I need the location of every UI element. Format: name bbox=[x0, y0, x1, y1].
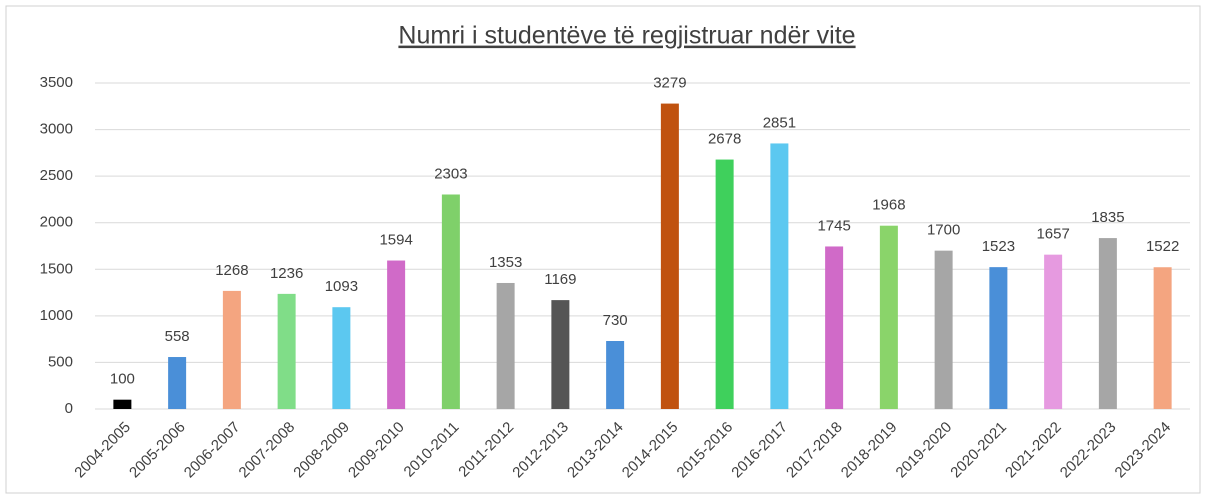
bar bbox=[606, 341, 625, 409]
value-label: 730 bbox=[603, 312, 628, 329]
bar bbox=[168, 357, 187, 409]
y-tick-label: 2000 bbox=[40, 214, 73, 231]
bar bbox=[222, 290, 241, 409]
y-tick-label: 1000 bbox=[40, 307, 73, 324]
value-label: 1594 bbox=[379, 231, 412, 248]
value-label: 1745 bbox=[817, 217, 850, 234]
value-label: 100 bbox=[110, 371, 135, 388]
value-label: 1835 bbox=[1091, 209, 1124, 226]
value-label: 558 bbox=[165, 328, 190, 345]
bar bbox=[989, 267, 1008, 409]
value-label: 1268 bbox=[215, 262, 248, 279]
y-tick-label: 500 bbox=[48, 353, 73, 370]
bar bbox=[551, 300, 570, 409]
value-label: 2851 bbox=[763, 114, 796, 131]
y-tick-label: 0 bbox=[65, 400, 73, 417]
y-tick-label: 3500 bbox=[40, 74, 73, 91]
bar bbox=[1098, 238, 1117, 409]
value-label: 1968 bbox=[872, 197, 905, 214]
value-label: 1522 bbox=[1146, 238, 1179, 255]
bar bbox=[496, 282, 515, 409]
y-tick-label: 2500 bbox=[40, 167, 73, 184]
value-label: 1657 bbox=[1036, 226, 1069, 243]
chart-title: Numri i studentëve të regjistruar ndër v… bbox=[398, 22, 855, 50]
y-tick-label: 1500 bbox=[40, 260, 73, 277]
bar bbox=[1153, 267, 1172, 409]
bar bbox=[387, 260, 406, 409]
bar bbox=[277, 293, 296, 409]
value-label: 1236 bbox=[270, 265, 303, 282]
bar bbox=[441, 194, 460, 409]
value-label: 1523 bbox=[982, 238, 1015, 255]
value-label: 1353 bbox=[489, 254, 522, 271]
bar bbox=[1044, 254, 1063, 409]
bar bbox=[660, 103, 679, 410]
bar bbox=[715, 159, 734, 409]
value-label: 1700 bbox=[927, 222, 960, 239]
value-label: 1093 bbox=[325, 278, 358, 295]
bar bbox=[113, 399, 132, 409]
value-label: 2678 bbox=[708, 131, 741, 148]
value-label: 3279 bbox=[653, 75, 686, 92]
value-label: 1169 bbox=[544, 271, 576, 288]
bar bbox=[332, 307, 351, 409]
value-label: 2303 bbox=[434, 165, 467, 182]
bar bbox=[825, 246, 844, 409]
bar bbox=[934, 250, 953, 409]
bar bbox=[879, 225, 898, 409]
bar bbox=[770, 143, 789, 409]
chart-frame bbox=[5, 5, 1201, 494]
y-tick-label: 3000 bbox=[40, 121, 73, 138]
